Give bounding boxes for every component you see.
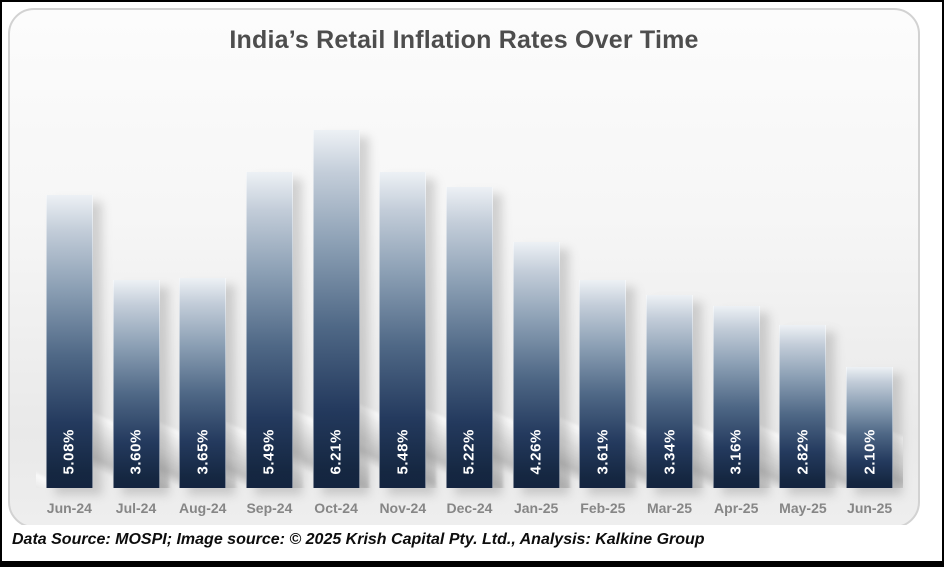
bar-value-label: 3.34%: [661, 429, 679, 475]
bar-column: 5.08% Jun-24: [36, 108, 103, 516]
x-axis-label: Jan-25: [513, 500, 559, 516]
bar: 3.60%: [112, 280, 160, 488]
bar-column: 3.60% Jul-24: [103, 108, 170, 516]
x-axis-label: Feb-25: [580, 500, 626, 516]
x-axis-label: May-25: [779, 500, 827, 516]
bar-value-label: 3.61%: [594, 429, 612, 475]
bar-value-label: 5.08%: [60, 429, 78, 475]
bar-column: 3.16% Apr-25: [703, 108, 770, 516]
bar-chart: 5.08% Jun-24 3.60% Jul-24 3.65% Aug-24 5.49% Se…: [36, 108, 903, 516]
bar: 5.22%: [445, 187, 493, 488]
bar: 3.61%: [579, 280, 627, 488]
bar-column: 3.61% Feb-25: [570, 108, 637, 516]
bar-column: 3.65% Aug-24: [169, 108, 236, 516]
x-axis-label: Jun-25: [847, 500, 893, 516]
bar-column: 2.82% May-25: [770, 108, 837, 516]
bar-column: 3.34% Mar-25: [636, 108, 703, 516]
x-axis-label: Jun-24: [46, 500, 92, 516]
x-axis-label: Apr-25: [714, 500, 759, 516]
x-axis-label: Dec-24: [446, 500, 493, 516]
bar-value-label: 5.49%: [260, 429, 278, 475]
chart-card: India’s Retail Inflation Rates Over Time…: [8, 8, 920, 528]
bar: 4.26%: [512, 242, 560, 488]
bar-column: 6.21% Oct-24: [303, 108, 370, 516]
bar-column: 2.10% Jun-25: [836, 108, 903, 516]
bar-value-label: 2.82%: [794, 429, 812, 475]
x-axis-label: Oct-24: [314, 500, 358, 516]
bar: 2.10%: [846, 367, 894, 488]
x-axis-label: Mar-25: [646, 500, 693, 516]
bar: 5.08%: [45, 195, 93, 488]
bar-value-label: 3.65%: [194, 429, 212, 475]
x-axis-label: Jul-24: [115, 500, 157, 516]
chart-title: India’s Retail Inflation Rates Over Time: [229, 26, 699, 54]
x-axis-label: Aug-24: [178, 500, 227, 516]
bar-value-label: 5.22%: [460, 429, 478, 475]
footer-text: Data Source: MOSPI; Image source: © 2025…: [12, 531, 705, 548]
x-axis-label: Nov-24: [379, 500, 427, 516]
bar: 3.16%: [712, 306, 760, 488]
bar: 5.48%: [379, 172, 427, 488]
bar-value-label: 3.16%: [727, 429, 745, 475]
bar: 6.21%: [312, 130, 360, 488]
bar-column: 5.48% Nov-24: [369, 108, 436, 516]
bar-column: 4.26% Jan-25: [503, 108, 570, 516]
bar-value-label: 4.26%: [527, 429, 545, 475]
bar-value-label: 6.21%: [327, 429, 345, 475]
bar: 3.34%: [646, 295, 694, 488]
bar: 2.82%: [779, 325, 827, 488]
bar-column: 5.49% Sep-24: [236, 108, 303, 516]
bar-column: 5.22% Dec-24: [436, 108, 503, 516]
x-axis-label: Sep-24: [246, 500, 293, 516]
bar-value-label: 2.10%: [861, 429, 879, 475]
bar-value-label: 5.48%: [394, 429, 412, 475]
bar: 5.49%: [245, 172, 293, 488]
footer-bar: Data Source: MOSPI; Image source: © 2025…: [4, 525, 940, 555]
bar: 3.65%: [179, 278, 227, 488]
bar-value-label: 3.60%: [127, 429, 145, 475]
